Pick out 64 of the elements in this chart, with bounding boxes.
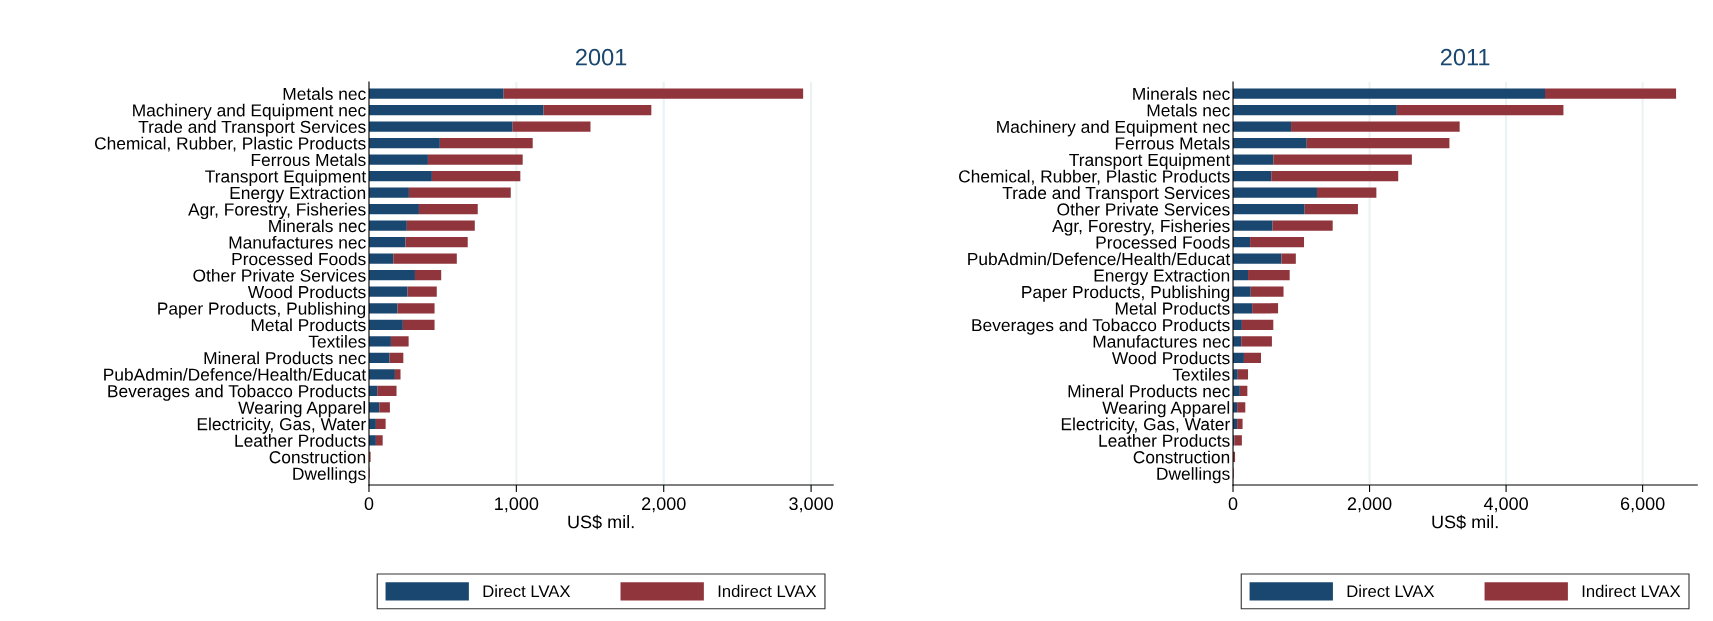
y-tick-label: Manufactures nec bbox=[229, 235, 366, 249]
y-tick-label: Other Private Services bbox=[1057, 202, 1230, 216]
x-tick-label: 4,000 bbox=[1483, 497, 1528, 513]
y-tick-label: Leather Products bbox=[1099, 434, 1230, 447]
y-tick-label: Textiles bbox=[308, 335, 366, 348]
y-tick-label: Other Private Services bbox=[193, 268, 366, 282]
y-tick-label: Wearing Apparel bbox=[238, 401, 366, 418]
y-tick-label: Wood Products bbox=[247, 285, 366, 299]
y-tick-label: Textiles bbox=[1172, 368, 1230, 381]
x-tick-label: 0 bbox=[1228, 497, 1238, 511]
chart-title: 2001 bbox=[576, 48, 627, 66]
x-tick-label: 6,000 bbox=[1620, 497, 1665, 513]
y-tick-label: Metal Products bbox=[251, 318, 366, 332]
y-tick-label: Metals nec bbox=[283, 87, 366, 100]
y-tick-label: Agr, Forestry, Fisheries bbox=[1052, 219, 1230, 236]
x-tick-label: 2,000 bbox=[1347, 497, 1392, 513]
y-tick-label: Leather Products bbox=[235, 434, 366, 447]
y-tick-label: Construction bbox=[1133, 450, 1230, 464]
y-tick-label: Processed Foods bbox=[232, 252, 366, 266]
y-tick-label: Electricity, Gas, Water bbox=[1061, 417, 1230, 434]
legend-label: Indirect LVAX bbox=[1582, 584, 1681, 598]
legend-label: Direct LVAX bbox=[483, 584, 571, 598]
y-tick-label: Metals nec bbox=[1147, 103, 1230, 117]
y-tick-label: Construction bbox=[269, 450, 366, 464]
y-tick-label: Metal Products bbox=[1115, 301, 1230, 315]
y-tick-label: Chemical, Rubber, Plastic Products bbox=[94, 136, 366, 152]
y-tick-label: Energy Extraction bbox=[1094, 268, 1230, 286]
y-tick-label: Machinery and Equipment nec bbox=[133, 103, 366, 120]
y-tick-label: Transport Equipment bbox=[1069, 153, 1231, 170]
legend-label: Indirect LVAX bbox=[718, 584, 817, 598]
y-tick-label: Wearing Apparel bbox=[1102, 401, 1230, 418]
y-tick-label: Energy Extraction bbox=[230, 186, 366, 203]
y-tick-label: Transport Equipment bbox=[205, 169, 367, 187]
y-tick-label: Wood Products bbox=[1111, 351, 1230, 365]
y-tick-label: Trade and Transport Services bbox=[1002, 186, 1230, 203]
y-tick-label: Electricity, Gas, Water bbox=[197, 417, 366, 434]
x-tick-label: 1,000 bbox=[495, 497, 539, 513]
y-tick-label: Agr, Forestry, Fisheries bbox=[188, 202, 366, 220]
chart-title: 2011 bbox=[1440, 48, 1490, 66]
y-tick-label: Ferrous Metals bbox=[1115, 136, 1230, 150]
y-tick-label: Ferrous Metals bbox=[251, 153, 366, 167]
x-tick-label: 2,000 bbox=[642, 497, 686, 513]
y-tick-label: Processed Foods bbox=[1096, 235, 1230, 249]
y-tick-label: Machinery and Equipment nec bbox=[997, 120, 1230, 137]
y-tick-label: Paper Products, Publishing bbox=[1022, 285, 1230, 302]
y-tick-label: Beverages and Tobacco Products bbox=[972, 318, 1230, 335]
y-tick-label: Manufactures nec bbox=[1093, 335, 1230, 348]
y-tick-label: Beverages and Tobacco Products bbox=[108, 384, 366, 401]
y-tick-label: Paper Products, Publishing bbox=[158, 301, 366, 319]
y-tick-label: Minerals nec bbox=[1133, 87, 1230, 100]
legend-label: Direct LVAX bbox=[1347, 584, 1435, 598]
x-axis-title: US$ mil. bbox=[1432, 514, 1498, 530]
y-tick-label: Mineral Products nec bbox=[204, 351, 366, 365]
y-tick-label: Dwellings bbox=[293, 467, 366, 484]
y-tick-label: PubAdmin/Defence/Health/Educat bbox=[104, 368, 367, 381]
y-tick-label: PubAdmin/Defence/Health/Educat bbox=[968, 252, 1231, 266]
x-axis-title: US$ mil. bbox=[568, 514, 634, 530]
y-tick-label: Mineral Products nec bbox=[1068, 384, 1230, 398]
y-tick-label: Chemical, Rubber, Plastic Products bbox=[959, 169, 1230, 185]
y-tick-label: Minerals nec bbox=[269, 219, 366, 233]
x-tick-label: 3,000 bbox=[789, 497, 833, 513]
y-tick-label: Trade and Transport Services bbox=[138, 120, 366, 137]
y-tick-label: Dwellings bbox=[1157, 467, 1230, 484]
x-tick-label: 0 bbox=[364, 497, 374, 511]
